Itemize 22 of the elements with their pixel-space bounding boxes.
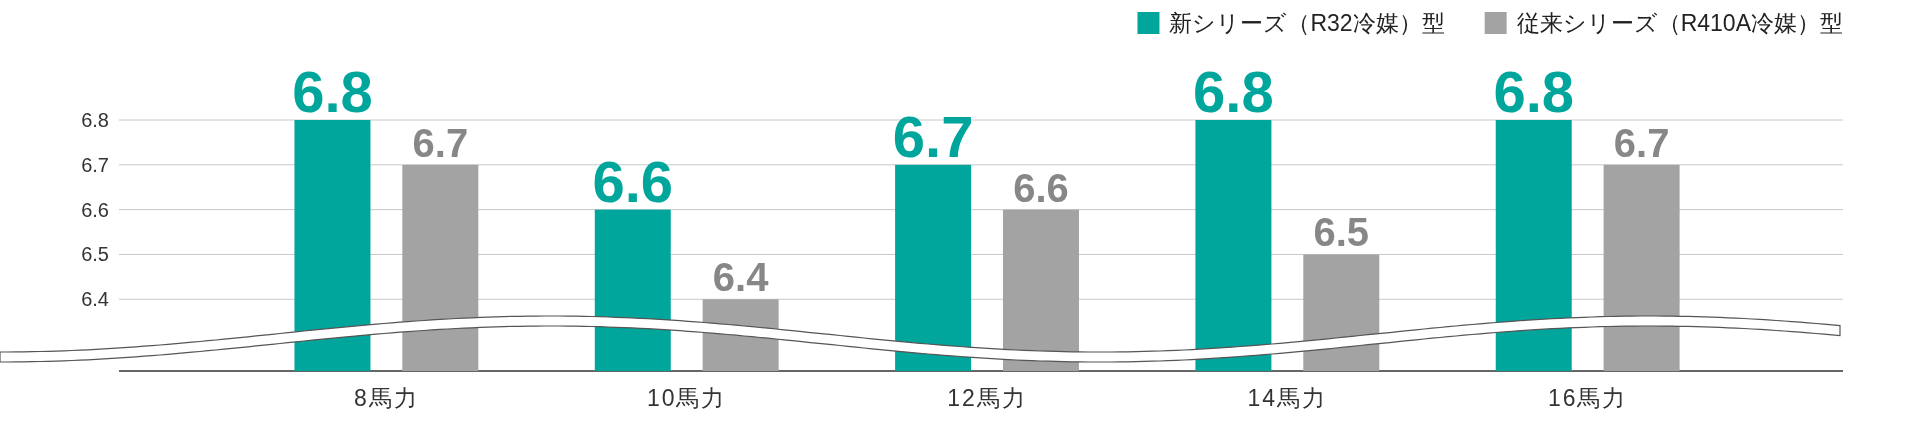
data-label: 6.8	[1493, 59, 1575, 124]
y-tick-label: 6.8	[81, 109, 109, 131]
y-tick-label: 6.5	[81, 243, 109, 266]
y-tick-label: 6.7	[81, 153, 109, 176]
x-tick-label: 14馬力	[1247, 385, 1328, 411]
data-label: 6.7	[892, 103, 974, 169]
x-tick-label: 16馬力	[1547, 385, 1628, 411]
legend-label: 新シリーズ（R32冷媒）型	[1169, 10, 1445, 36]
data-label: 6.8	[1193, 59, 1274, 124]
data-label: 6.4	[712, 255, 770, 300]
y-tick-label: 6.6	[81, 198, 109, 221]
y-tick-label: 6.4	[81, 288, 109, 311]
data-label: 6.8	[292, 59, 373, 124]
data-label: 6.7	[412, 120, 469, 165]
x-tick-label: 12馬力	[947, 385, 1027, 411]
data-label: 6.5	[1313, 210, 1370, 255]
legend-label: 従来シリーズ（R410A冷媒）型	[1516, 10, 1843, 36]
x-tick-label: 10馬力	[646, 385, 727, 411]
x-tick-label: 8馬力	[353, 385, 419, 411]
data-label: 6.7	[1613, 120, 1670, 165]
data-label: 6.6	[592, 148, 674, 214]
data-label: 6.6	[1013, 165, 1069, 210]
